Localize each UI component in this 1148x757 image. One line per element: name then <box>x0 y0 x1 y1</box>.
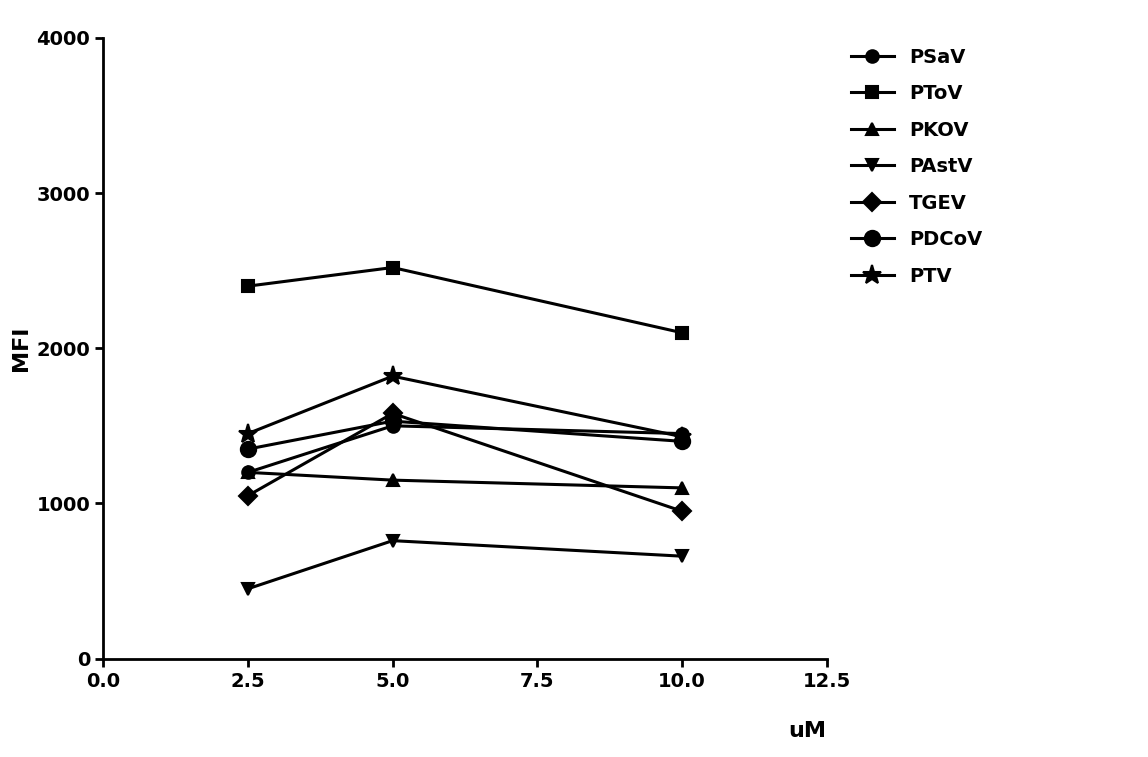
PToV <box>675 329 689 338</box>
PDCoV <box>386 416 400 425</box>
Line: PAstV: PAstV <box>242 534 688 595</box>
PSaV <box>675 429 689 438</box>
PSaV <box>386 421 400 430</box>
Legend: PSaV, PToV, PKOV, PAstV, TGEV, PDCoV, PTV: PSaV, PToV, PKOV, PAstV, TGEV, PDCoV, PT… <box>851 48 983 285</box>
PDCoV <box>241 444 255 453</box>
PAstV <box>675 552 689 561</box>
PDCoV <box>675 437 689 446</box>
TGEV <box>386 409 400 418</box>
Line: PToV: PToV <box>242 261 688 339</box>
PTV <box>386 372 400 381</box>
PTV <box>675 432 689 441</box>
PKOV <box>241 468 255 477</box>
Y-axis label: MFI: MFI <box>10 326 31 371</box>
PAstV <box>241 584 255 593</box>
PKOV <box>386 475 400 484</box>
PToV <box>386 263 400 272</box>
Line: TGEV: TGEV <box>242 407 688 518</box>
PSaV <box>241 468 255 477</box>
Line: PKOV: PKOV <box>242 466 688 494</box>
TGEV <box>675 506 689 516</box>
Text: uM: uM <box>789 721 827 740</box>
PTV <box>241 429 255 438</box>
PToV <box>241 282 255 291</box>
PKOV <box>675 483 689 492</box>
PAstV <box>386 536 400 545</box>
Line: PTV: PTV <box>239 366 691 447</box>
Line: PDCoV: PDCoV <box>240 413 690 456</box>
TGEV <box>241 491 255 500</box>
Line: PSaV: PSaV <box>242 419 688 478</box>
